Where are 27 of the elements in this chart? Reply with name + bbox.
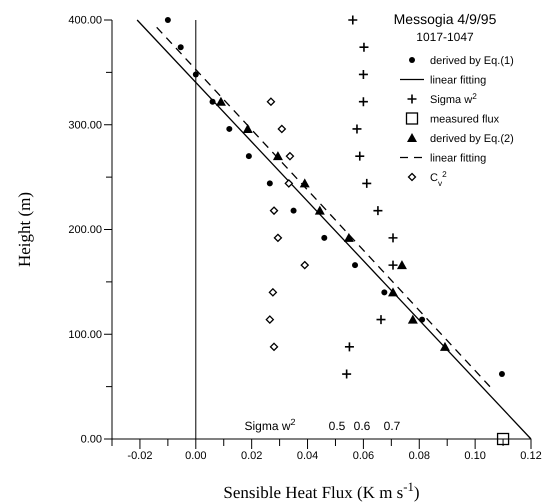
annotation: 0.6 <box>354 419 371 433</box>
x-tick-label: 0.12 <box>520 450 542 462</box>
x-tick-label: 0.06 <box>352 450 374 462</box>
y-tick-label: 200.00 <box>68 224 102 236</box>
annotation: Sigma w$^{2}$ <box>244 417 296 433</box>
y-tick-label: 300.00 <box>68 119 102 132</box>
x-tick-label: 0.00 <box>185 450 207 462</box>
chart-title: Messogia 4/9/95 <box>394 11 497 27</box>
annotation: 0.7 <box>384 419 401 433</box>
legend-label: linear fitting <box>430 74 486 86</box>
y-tick-label: 400.00 <box>68 14 102 27</box>
x-tick-label: 0.02 <box>240 450 262 462</box>
legend-label: derived by Eq.(2) <box>430 133 514 145</box>
y-tick-label: 0.00 <box>80 434 102 446</box>
text: 1017-1047 <box>416 30 474 44</box>
legend-label: Sigma w$^{2}$ <box>430 92 478 106</box>
x-tick-label: -0.02 <box>127 450 152 462</box>
x-tick-label: 0.04 <box>296 450 318 462</box>
annotation: 0.5 <box>328 419 346 433</box>
x-tick-label: 0.10 <box>464 450 486 462</box>
x-tick-label: 0.08 <box>408 450 430 462</box>
legend-label: derived by Eq.(1) <box>430 55 514 67</box>
y-axis-title: Height (m) <box>15 192 34 268</box>
x-axis-title: Sensible Heat Flux (K m s$^{-1}$) <box>223 480 420 502</box>
legend-label: linear fitting <box>430 152 486 164</box>
legend-label: measured flux <box>430 114 500 126</box>
y-tick-label: 100.00 <box>68 328 102 341</box>
